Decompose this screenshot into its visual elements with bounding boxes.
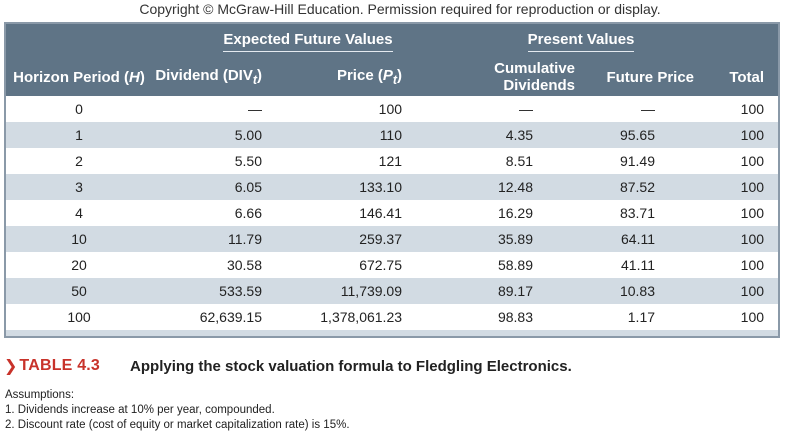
column-header-dividend-sub: t — [252, 73, 257, 87]
column-header-dividend-end: ) — [257, 67, 262, 84]
table-row: 3 6.05 133.10 12.48 87.52 100 — [6, 174, 779, 200]
cell-price: 133.10 — [300, 174, 425, 200]
cell-cumulative: 35.89 — [424, 226, 593, 252]
cell-future-price: 64.11 — [592, 226, 711, 252]
cell-total: 100 — [710, 148, 779, 174]
cell-total: 100 — [710, 122, 779, 148]
valuation-table: Expected Future Values Present Values Ho… — [4, 22, 780, 338]
table-body: 0—100— —100 1 5.00 110 4.35 95.65 100 2 5.50 121 8.… — [6, 96, 779, 330]
column-header-total: Total — [710, 58, 779, 96]
table-row: 0—100— —100 — [6, 96, 779, 122]
cell-horizon: 1 — [6, 122, 152, 148]
cell-total: 100 — [710, 200, 779, 226]
cell-horizon: 50 — [6, 278, 152, 304]
cell-horizon: 4 — [6, 200, 152, 226]
cell-total: 100 — [710, 278, 779, 304]
cell-dividend: 62,639.15 — [152, 304, 300, 330]
cell-dividend: 30.58 — [152, 252, 300, 278]
cell-total: 100 — [710, 174, 779, 200]
column-header-price: Price (Pt) — [300, 58, 425, 96]
column-header-horizon-end: ) — [139, 68, 145, 86]
table-caption: ❯ TABLE 4.3 Applying the stock valuation… — [4, 355, 572, 377]
cell-dividend: 533.59 — [152, 278, 300, 304]
cell-cumulative: 12.48 — [424, 174, 593, 200]
cell-cumulative: 8.51 — [424, 148, 593, 174]
cell-future-price: 87.52 — [592, 174, 711, 200]
cell-dividend: 6.05 — [152, 174, 300, 200]
assumptions-notes: Assumptions: 1. Dividends increase at 10… — [5, 388, 350, 433]
cell-future-price: 1.17 — [592, 304, 711, 330]
cell-total: 100 — [710, 252, 779, 278]
cell-price: 672.75 — [300, 252, 425, 278]
cell-dividend: 11.79 — [152, 226, 300, 252]
cell-future-price: 41.11 — [592, 252, 711, 278]
column-header-price-end: ) — [397, 67, 403, 84]
cell-horizon: 100 — [6, 304, 152, 330]
table-title: Applying the stock valuation formula to … — [130, 357, 572, 375]
column-header-future-price: Future Price — [592, 58, 711, 96]
table-row: 4 6.66 146.41 16.29 83.71 100 — [6, 200, 779, 226]
cell-future-price: 83.71 — [592, 200, 711, 226]
cell-cumulative: 16.29 — [424, 200, 593, 226]
cell-dividend: — — [152, 96, 300, 122]
cell-price: 110 — [300, 122, 425, 148]
group-header-present: Present Values — [424, 24, 779, 58]
cell-price: 146.41 — [300, 200, 425, 226]
cell-price: 1,378,061.23 — [300, 304, 425, 330]
column-header-horizon-text: Horizon Period ( — [13, 68, 129, 86]
cell-cumulative: 89.17 — [424, 278, 593, 304]
assumption-item: 2. Discount rate (cost of equity or mark… — [5, 419, 350, 431]
column-header-price-sub: t — [392, 73, 398, 87]
cell-price: 11,739.09 — [300, 278, 425, 304]
table-row: 100 62,639.15 1,378,061.23 98.83 1.17 100 — [6, 304, 779, 330]
cell-price: 100 — [300, 96, 425, 122]
cell-horizon: 3 — [6, 174, 152, 200]
table-row: 2 5.50 121 8.51 91.49 100 — [6, 148, 779, 174]
column-header-cumulative: Cumulative Dividends — [424, 58, 593, 96]
data-table: Expected Future Values Present Values Ho… — [6, 24, 779, 330]
cell-future-price: 10.83 — [592, 278, 711, 304]
cell-future-price: 91.49 — [592, 148, 711, 174]
column-header-row: Horizon Period (H) Dividend (DIVt) Price… — [6, 58, 779, 96]
cell-total: 100 — [710, 304, 779, 330]
cell-horizon: 20 — [6, 252, 152, 278]
column-header-price-var: P — [382, 67, 393, 84]
table-number: TABLE 4.3 — [19, 357, 101, 374]
group-header-expected-label: Expected Future Values — [223, 31, 393, 52]
column-header-horizon-var: H — [129, 68, 140, 86]
assumption-item: 1. Dividends increase at 10% per year, c… — [5, 404, 275, 416]
group-header-spacer — [6, 24, 152, 58]
cell-dividend: 5.00 — [152, 122, 300, 148]
column-header-horizon: Horizon Period (H) — [6, 58, 152, 96]
cell-price: 259.37 — [300, 226, 425, 252]
cell-cumulative: — — [424, 96, 593, 122]
cell-total: 100 — [710, 96, 779, 122]
cell-cumulative: 58.89 — [424, 252, 593, 278]
group-header-present-label: Present Values — [527, 31, 635, 52]
cell-cumulative: 98.83 — [424, 304, 593, 330]
copyright-notice: Copyright © McGraw-Hill Education. Permi… — [139, 1, 661, 17]
table-row: 1 5.00 110 4.35 95.65 100 — [6, 122, 779, 148]
cell-horizon: 2 — [6, 148, 152, 174]
group-header-row: Expected Future Values Present Values — [6, 24, 779, 58]
group-header-expected: Expected Future Values — [152, 24, 425, 58]
cell-future-price: — — [592, 96, 711, 122]
cell-dividend: 6.66 — [152, 200, 300, 226]
table-row: 10 11.79 259.37 35.89 64.11 100 — [6, 226, 779, 252]
column-header-dividend-text: Dividend (DIV — [155, 67, 253, 84]
caption-chevron-icon: ❯ — [4, 358, 18, 375]
table-row: 20 30.58 672.75 58.89 41.11 100 — [6, 252, 779, 278]
table-row: 50 533.59 11,739.09 89.17 10.83 100 — [6, 278, 779, 304]
column-header-dividend: Dividend (DIVt) — [152, 58, 300, 96]
cell-horizon: 10 — [6, 226, 152, 252]
cell-total: 100 — [710, 226, 779, 252]
cell-price: 121 — [300, 148, 425, 174]
cell-dividend: 5.50 — [152, 148, 300, 174]
cell-cumulative: 4.35 — [424, 122, 593, 148]
assumptions-title: Assumptions: — [5, 389, 75, 401]
cell-future-price: 95.65 — [592, 122, 711, 148]
column-header-price-text: Price ( — [336, 67, 383, 84]
cell-horizon: 0 — [6, 96, 152, 122]
